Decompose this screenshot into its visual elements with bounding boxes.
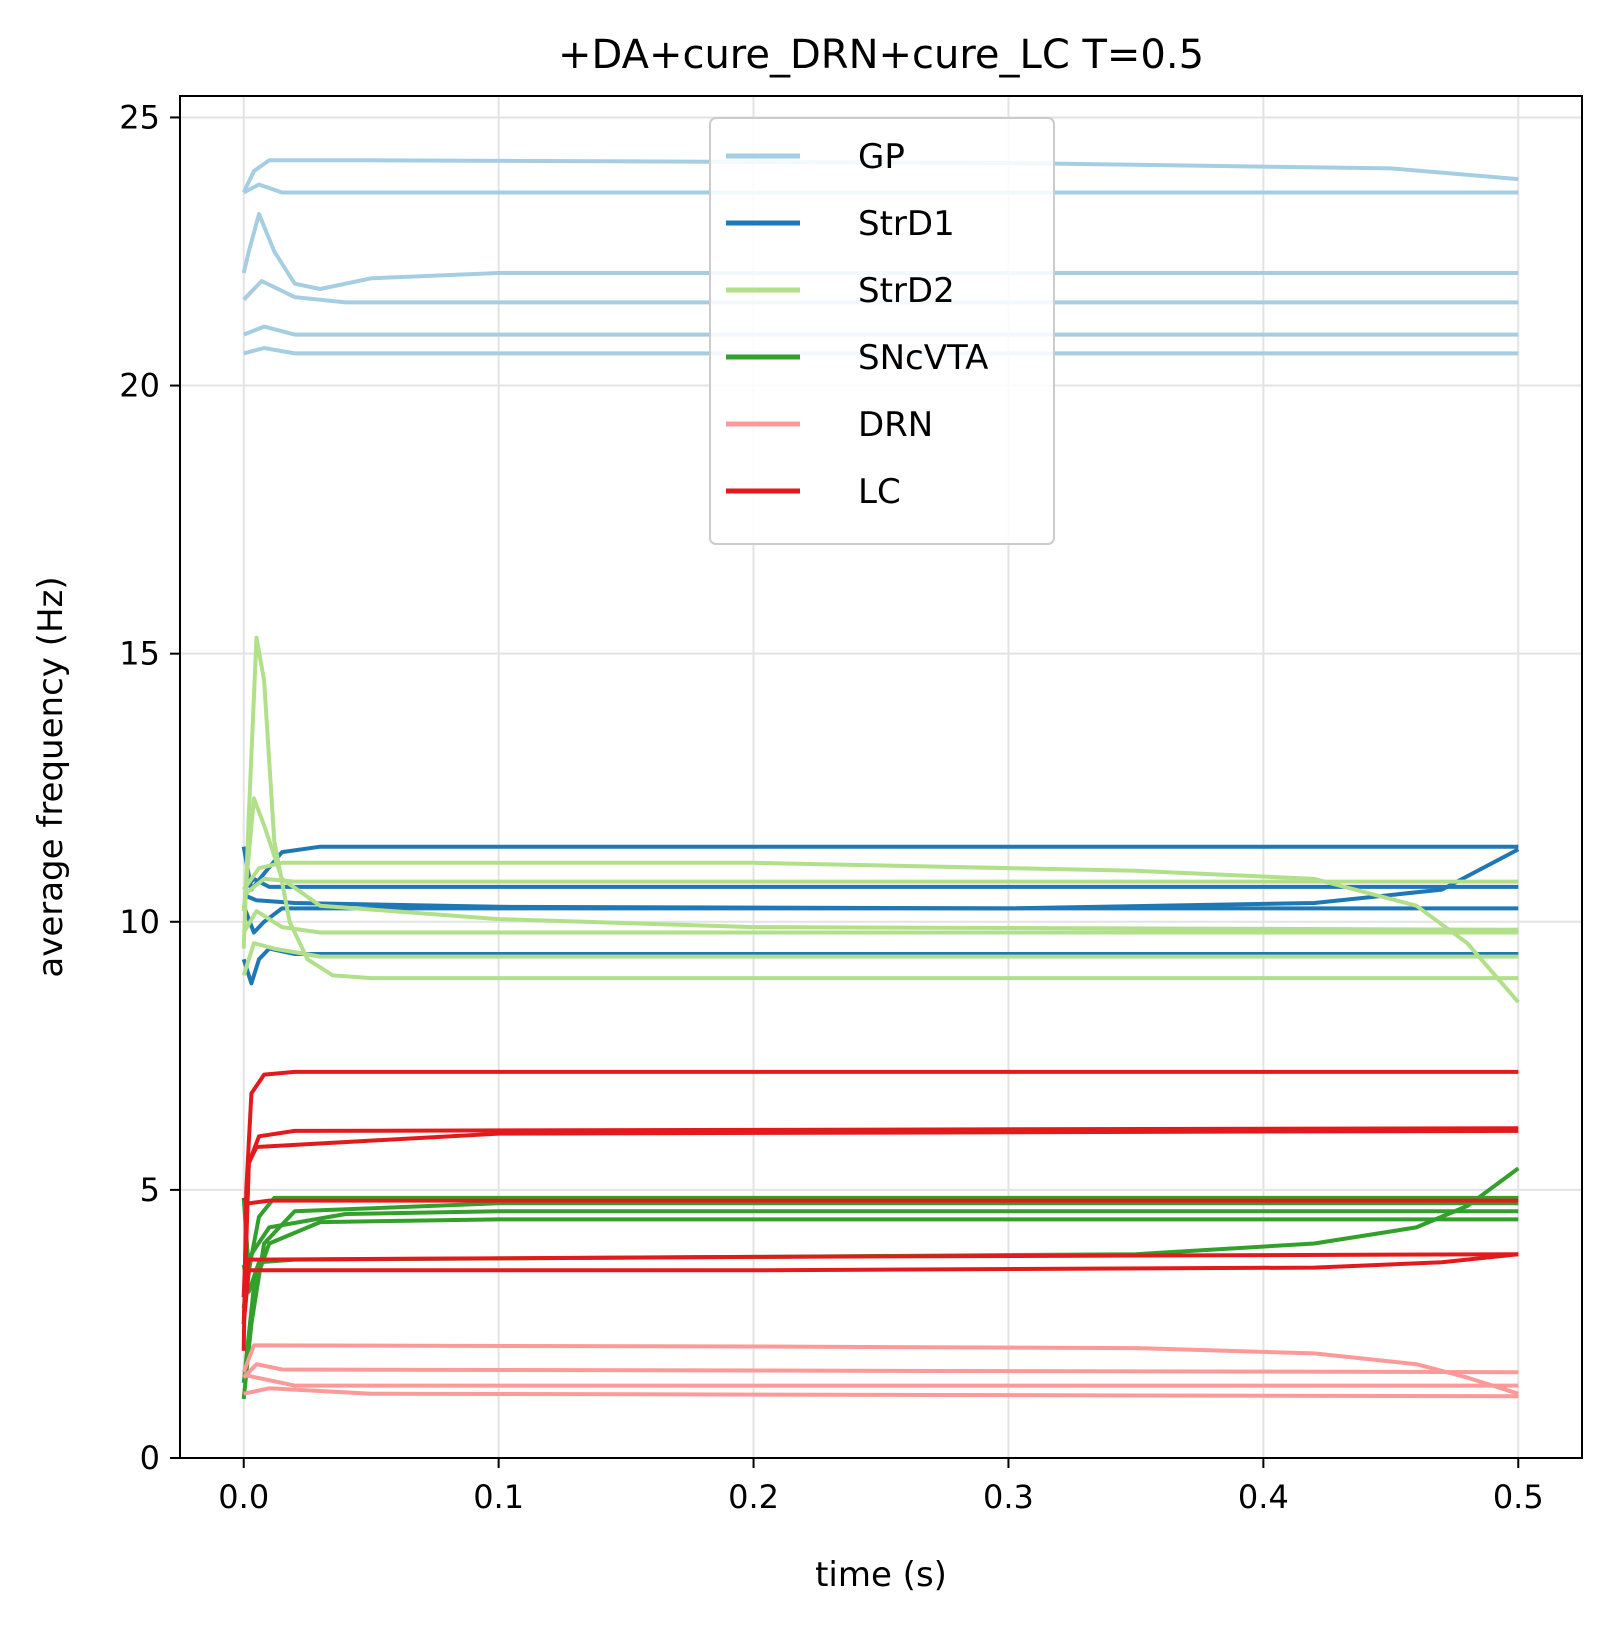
x-tick-label: 0.1 — [473, 1478, 524, 1516]
series-line-strd2 — [241, 796, 1519, 932]
axis-ticks: 0.0 0.1 0.2 0.3 0.4 0.5 0 5 10 15 20 25 — [119, 98, 1543, 1516]
legend: GP StrD1 StrD2 SNcVTA DRN LC — [709, 117, 1055, 545]
series-line-strd2 — [241, 941, 1519, 977]
x-axis-label: time (s) — [815, 1555, 947, 1595]
y-tick-label: 5 — [140, 1171, 160, 1209]
series-line-drn — [243, 1372, 1519, 1388]
legend-label: LC — [858, 472, 901, 512]
series-line-lc — [241, 1126, 1519, 1324]
series-line-strd1 — [242, 847, 1520, 911]
series-line-strd2 — [241, 909, 1519, 935]
y-tick-label: 15 — [119, 635, 160, 673]
legend-label: GP — [858, 137, 905, 177]
legend-label: SNcVTA — [858, 338, 988, 378]
series-line-lc — [241, 1128, 1519, 1298]
y-tick-label: 0 — [140, 1439, 160, 1477]
legend-label: DRN — [858, 405, 933, 445]
series-line-sncvta — [241, 1166, 1520, 1294]
series-line-drn — [242, 1362, 1519, 1379]
series-line-lc — [242, 1196, 1519, 1206]
y-tick-label: 25 — [119, 98, 160, 136]
series-line-strd2 — [242, 876, 1519, 897]
series-line-gp — [241, 212, 1519, 291]
y-tick-label: 10 — [119, 903, 160, 941]
series-line-lc — [241, 1252, 1519, 1325]
x-tick-label: 0.4 — [1238, 1478, 1289, 1516]
x-tick-label: 0.3 — [983, 1478, 1034, 1516]
x-tick-label: 0.0 — [218, 1478, 269, 1516]
series-line-sncvta — [241, 1217, 1519, 1384]
y-tick-label: 20 — [119, 367, 160, 405]
series-line-gp — [241, 158, 1519, 194]
y-axis-label: average frequency (Hz) — [31, 576, 71, 977]
legend-label: StrD1 — [858, 204, 955, 244]
plot-frame — [179, 95, 1583, 1459]
series-line-strd1 — [241, 946, 1519, 986]
chart-title: +DA+cure_DRN+cure_LC T=0.5 — [558, 32, 1204, 78]
x-tick-label: 0.5 — [1493, 1478, 1544, 1516]
series-line-drn — [243, 1386, 1519, 1399]
x-tick-label: 0.2 — [728, 1478, 779, 1516]
legend-label: StrD2 — [858, 271, 955, 311]
